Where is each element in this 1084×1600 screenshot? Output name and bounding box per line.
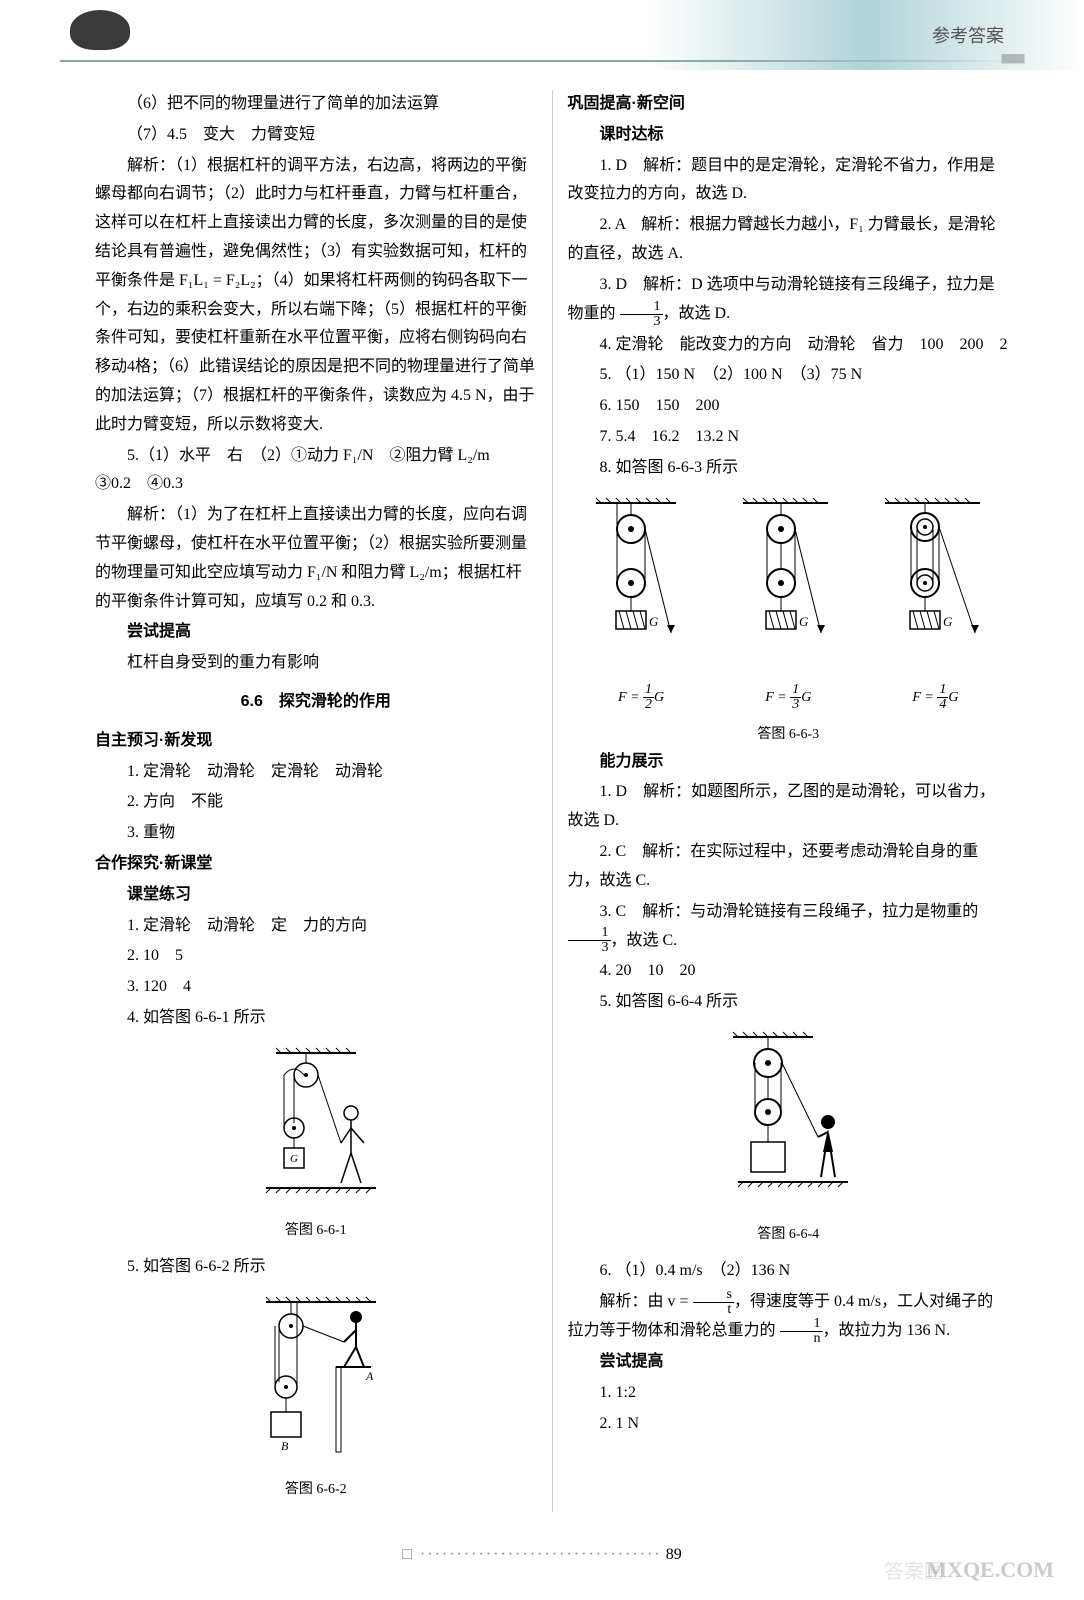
consolidate-header: 巩固提高·新空间 <box>568 90 1010 119</box>
preview-header: 自主预习·新发现 <box>95 727 537 756</box>
fig3-label-1: F = 12G <box>618 690 664 705</box>
text-line: 5.（1）水平 右 （2）①动力 F₁/N ②阻力臂 L₂/m ③0.2 ④0.… <box>95 442 537 500</box>
line-6-analysis: 解析：由 v = st，得速度等于 0.4 m/s，工人对绳子的拉力等于物体和滑… <box>568 1288 1010 1346</box>
svg-text:G: G <box>649 614 659 629</box>
svg-text:G: G <box>290 1153 298 1165</box>
text-line: 2. 10 5 <box>95 942 537 971</box>
text-line: 3. C 解析：与动滑轮链接有三段绳子，拉力是物重的 13，故选 C. <box>568 898 1010 956</box>
fig2-caption: 答图 6-6-2 <box>95 1477 537 1502</box>
text-line: 1. 定滑轮 动滑轮 定滑轮 动滑轮 <box>95 758 537 787</box>
line-5: 5. 如答图 6-6-2 所示 <box>95 1253 537 1282</box>
text-line: 2. 方向 不能 <box>95 788 537 817</box>
text-line: 6. 150 150 200 <box>568 392 1010 421</box>
text-line: 2. C 解析：在实际过程中，还要考虑动滑轮自身的重力，故选 C. <box>568 838 1010 896</box>
watermark-url: MXQE.COM <box>926 1550 1054 1590</box>
text-line: 解析：（1）根据杠杆的调平方法，右边高，将两边的平衡螺母都向右调节；（2）此时力… <box>95 152 537 440</box>
goal-header: 课时达标 <box>568 121 1010 150</box>
text-line: 1. D 解析：如题图所示，乙图的是动滑轮，可以省力，故选 D. <box>568 778 1010 836</box>
text-line: 2. A 解析：根据力臂越长力越小，F₁ 力臂最长，是滑轮的直径，故选 A. <box>568 211 1010 269</box>
tick-marks: ||||||||||||||||||||||| <box>1001 50 1024 68</box>
right-column: 巩固提高·新空间 课时达标 1. D 解析：题目中的是定滑轮，定滑轮不省力，作用… <box>553 90 1025 1512</box>
logo-icon <box>70 10 130 50</box>
content-area: （6）把不同的物理量进行了简单的加法运算（7）4.5 变大 力臂变短解析：（1）… <box>0 70 1084 1552</box>
header-line <box>60 60 1024 62</box>
line-6: 6. （1）0.4 m/s （2）136 N <box>568 1257 1010 1286</box>
footer-dots: □ ································· <box>402 1546 662 1563</box>
fig3-label-2: F = 13G <box>765 690 811 705</box>
page-header: 参考答案 ||||||||||||||||||||||| <box>0 0 1084 70</box>
page-number: 89 <box>666 1541 682 1570</box>
svg-text:G: G <box>943 614 953 629</box>
text-line: 5. 如答图 6-6-4 所示 <box>568 988 1010 1017</box>
header-title: 参考答案 <box>932 20 1004 52</box>
figure-6-6-4: 答图 6-6-4 <box>568 1027 1010 1247</box>
svg-text:B: B <box>281 1439 289 1453</box>
text-line: 1. D 解析：题目中的是定滑轮，定滑轮不省力，作用是改变拉力的方向，故选 D. <box>568 152 1010 210</box>
practice-header: 课堂练习 <box>95 881 537 910</box>
text-line: 5. （1）150 N （2）100 N （3）75 N <box>568 361 1010 390</box>
text-line: 4. 定滑轮 能改变力的方向 动滑轮 省力 100 200 2 <box>568 331 1010 360</box>
section-title: 6.6 探究滑轮的作用 <box>95 688 537 717</box>
text-line: 解析：（1）为了在杠杆上直接读出力臂的长度，应向右调节平衡螺母，使杠杆在水平位置… <box>95 501 537 616</box>
text-line: 杠杆自身受到的重力有影响 <box>95 649 537 678</box>
figure-6-6-3-row: G F = 12G <box>568 493 1010 713</box>
text-line: 2. 1 N <box>568 1410 1010 1439</box>
text-line: 7. 5.4 16.2 13.2 N <box>568 423 1010 452</box>
text-line: （7）4.5 变大 力臂变短 <box>95 121 537 150</box>
figure-6-6-1: G 答图 6-6-1 <box>95 1043 537 1243</box>
text-line: 1. 1:2 <box>568 1379 1010 1408</box>
fig4-caption: 答图 6-6-4 <box>568 1222 1010 1247</box>
fig1-caption: 答图 6-6-1 <box>95 1218 537 1243</box>
ability-header: 能力展示 <box>568 748 1010 777</box>
text-line: 1. 定滑轮 动滑轮 定 力的方向 <box>95 912 537 941</box>
svg-text:G: G <box>799 614 809 629</box>
text-line: 4. 20 10 20 <box>568 957 1010 986</box>
fig3-caption: 答图 6-6-3 <box>568 722 1010 747</box>
left-column: （6）把不同的物理量进行了简单的加法运算（7）4.5 变大 力臂变短解析：（1）… <box>80 90 553 1512</box>
try-header: 尝试提高 <box>568 1348 1010 1377</box>
text-line: 3. D 解析：D 选项中与动滑轮链接有三段绳子，拉力是物重的 13，故选 D. <box>568 271 1010 329</box>
figure-6-6-2: A B 答图 6-6-2 <box>95 1292 537 1502</box>
text-line: 3. 重物 <box>95 819 537 848</box>
fig3-label-3: F = 14G <box>912 690 958 705</box>
text-line: （6）把不同的物理量进行了简单的加法运算 <box>95 90 537 119</box>
svg-text:A: A <box>365 1369 374 1383</box>
text-line: 4. 如答图 6-6-1 所示 <box>95 1004 537 1033</box>
text-line: 3. 120 4 <box>95 973 537 1002</box>
text-line: 8. 如答图 6-6-3 所示 <box>568 454 1010 483</box>
text-line: 尝试提高 <box>95 618 537 647</box>
explore-header: 合作探究·新课堂 <box>95 850 537 879</box>
